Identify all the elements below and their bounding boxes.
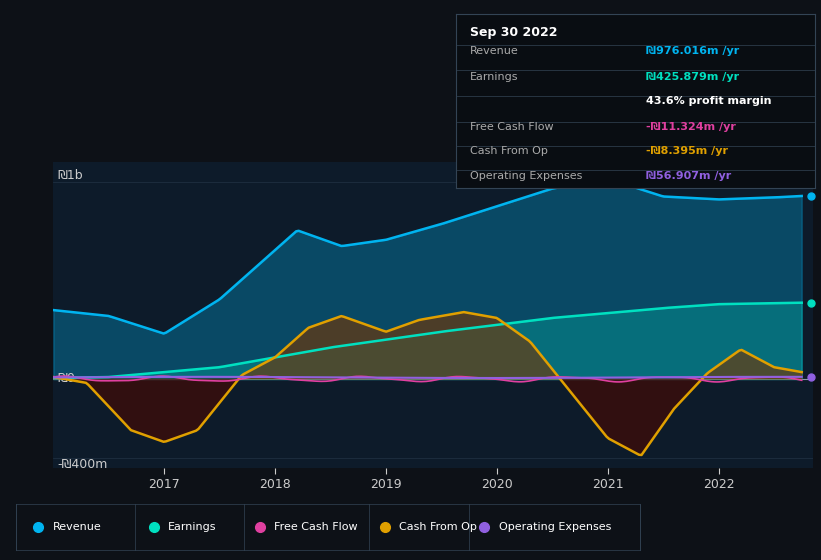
Text: Free Cash Flow: Free Cash Flow <box>274 522 358 532</box>
Text: ₪56.907m /yr: ₪56.907m /yr <box>646 171 732 181</box>
Text: Revenue: Revenue <box>470 46 519 55</box>
Text: Earnings: Earnings <box>470 72 519 82</box>
Text: Sep 30 2022: Sep 30 2022 <box>470 26 557 39</box>
Text: ₪1b: ₪1b <box>57 169 83 182</box>
Text: ₪976.016m /yr: ₪976.016m /yr <box>646 46 740 55</box>
Text: 43.6% profit margin: 43.6% profit margin <box>646 96 772 106</box>
Text: Operating Expenses: Operating Expenses <box>470 171 582 181</box>
Text: Operating Expenses: Operating Expenses <box>498 522 611 532</box>
Text: -₪11.324m /yr: -₪11.324m /yr <box>646 122 736 132</box>
Text: Earnings: Earnings <box>168 522 217 532</box>
Text: ₪0: ₪0 <box>57 372 75 385</box>
Text: -₪400m: -₪400m <box>57 458 108 471</box>
Text: ₪425.879m /yr: ₪425.879m /yr <box>646 72 740 82</box>
Text: Cash From Op: Cash From Op <box>470 146 548 156</box>
Text: Free Cash Flow: Free Cash Flow <box>470 122 553 132</box>
Text: Revenue: Revenue <box>53 522 101 532</box>
Text: Cash From Op: Cash From Op <box>399 522 477 532</box>
Text: -₪8.395m /yr: -₪8.395m /yr <box>646 146 728 156</box>
